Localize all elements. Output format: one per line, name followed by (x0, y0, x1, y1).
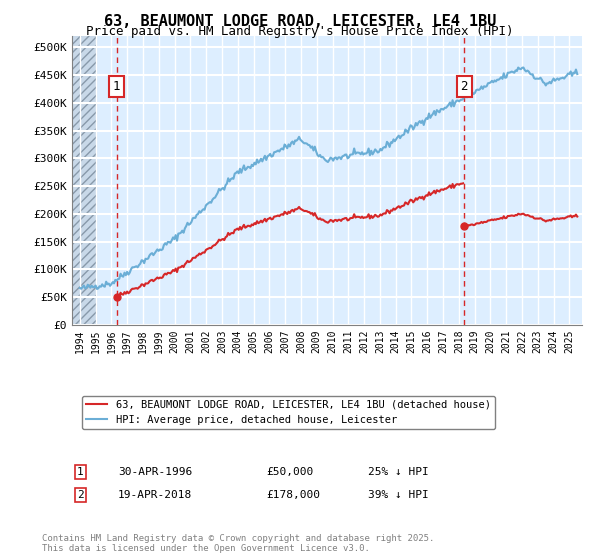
Text: £50,000: £50,000 (266, 467, 313, 477)
Text: 2: 2 (460, 80, 468, 93)
Text: 39% ↓ HPI: 39% ↓ HPI (368, 490, 428, 500)
Text: 30-APR-1996: 30-APR-1996 (118, 467, 192, 477)
Text: 1: 1 (113, 80, 121, 93)
Bar (72, 36, 95, 325)
Text: 25% ↓ HPI: 25% ↓ HPI (368, 467, 428, 477)
Text: 63, BEAUMONT LODGE ROAD, LEICESTER, LE4 1BU: 63, BEAUMONT LODGE ROAD, LEICESTER, LE4 … (104, 14, 496, 29)
Text: 19-APR-2018: 19-APR-2018 (118, 490, 192, 500)
Text: Price paid vs. HM Land Registry's House Price Index (HPI): Price paid vs. HM Land Registry's House … (86, 25, 514, 38)
Bar (72, 36, 95, 325)
Text: Contains HM Land Registry data © Crown copyright and database right 2025.
This d: Contains HM Land Registry data © Crown c… (42, 534, 434, 553)
Text: 1: 1 (77, 467, 84, 477)
Text: £178,000: £178,000 (266, 490, 320, 500)
Legend: 63, BEAUMONT LODGE ROAD, LEICESTER, LE4 1BU (detached house), HPI: Average price: 63, BEAUMONT LODGE ROAD, LEICESTER, LE4 … (82, 396, 495, 429)
Text: 2: 2 (77, 490, 84, 500)
